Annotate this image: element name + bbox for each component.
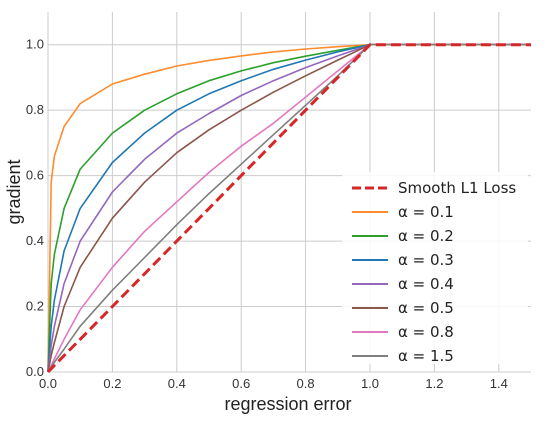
- x-tick-label: 1.2: [425, 376, 443, 391]
- legend-label: α = 0.4: [398, 275, 454, 293]
- legend-label: Smooth L1 Loss: [398, 179, 516, 197]
- x-tick-label: 1.0: [361, 376, 379, 391]
- y-axis-label: gradient: [4, 159, 24, 224]
- x-tick-label: 0.2: [103, 376, 121, 391]
- x-tick-label: 1.4: [490, 376, 508, 391]
- legend-label: α = 0.1: [398, 203, 454, 221]
- y-tick-labels: 0.0 0.2 0.4 0.6 0.8 1.0: [26, 37, 44, 379]
- y-tick-label: 0.2: [26, 299, 44, 314]
- x-tick-label: 0.6: [232, 376, 250, 391]
- series-lines: [46, 43, 531, 374]
- legend-label: α = 1.5: [398, 347, 454, 365]
- legend-label: α = 0.2: [398, 227, 454, 245]
- legend: Smooth L1 Loss α = 0.1 α = 0.2 α = 0.3 α = 0…: [342, 172, 528, 365]
- x-tick-label: 0.0: [39, 376, 57, 391]
- legend-label: α = 0.5: [398, 299, 454, 317]
- series-line: [46, 43, 531, 374]
- y-tick-label: 0.6: [26, 168, 44, 183]
- x-axis-label: regression error: [224, 394, 351, 414]
- y-tick-label: 0.8: [26, 102, 44, 117]
- x-tick-labels: 0.0 0.2 0.4 0.6 0.8 1.0 1.2 1.4: [39, 376, 508, 391]
- y-tick-label: 0.0: [26, 364, 44, 379]
- legend-label: α = 0.8: [398, 323, 454, 341]
- x-tick-label: 0.4: [168, 376, 186, 391]
- y-tick-label: 1.0: [26, 37, 44, 52]
- legend-label: α = 0.3: [398, 251, 454, 269]
- x-tick-label: 0.8: [297, 376, 315, 391]
- series-line: [47, 43, 531, 373]
- y-tick-label: 0.4: [26, 233, 44, 248]
